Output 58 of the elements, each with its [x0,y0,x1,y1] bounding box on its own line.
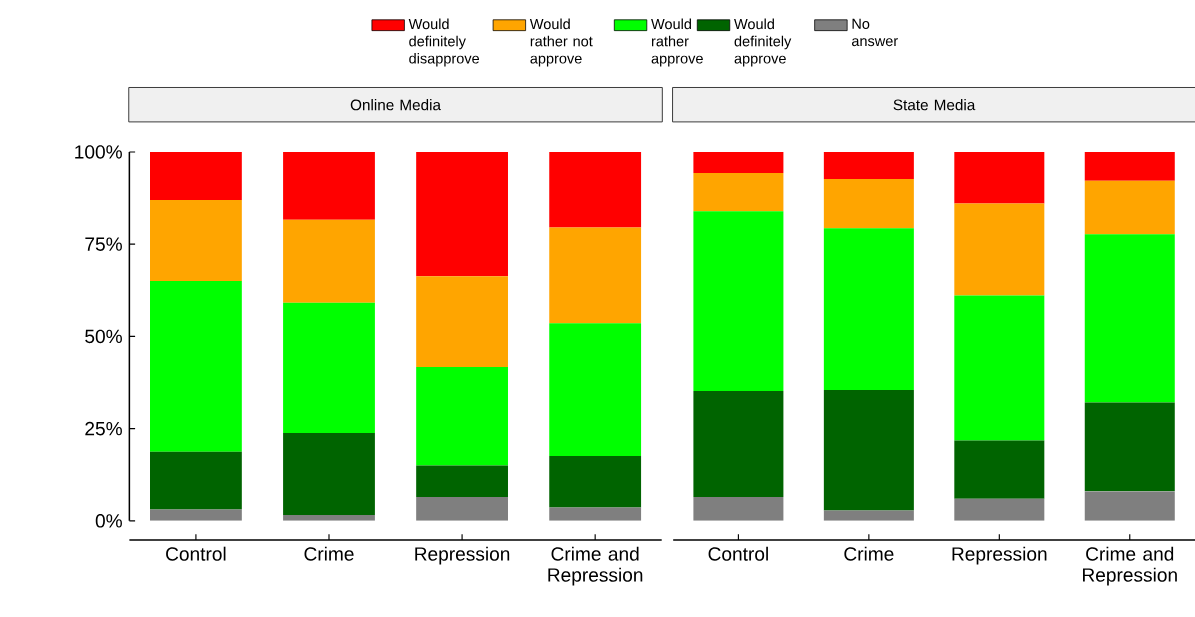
bar [549,322,642,456]
x-tick-label: Repression [415,546,510,565]
x-tick-label: Control [708,546,768,561]
bar [549,507,642,521]
x-tick-label: Repression [952,546,1047,565]
bar [823,178,914,229]
bar [150,451,242,510]
bar [693,211,784,391]
bar [1084,491,1175,521]
legend-label: Would definitely disapprove [408,18,480,67]
bar [283,151,375,220]
bar [283,219,375,303]
bar [823,228,914,390]
bar [150,199,242,281]
legend-label: No answer [851,18,898,46]
y-tick-label: 25% [85,421,122,436]
x-tick-label: Crime [304,546,354,561]
bar [954,295,1045,441]
legend-label: Would definitely approve [734,18,792,67]
bar [416,366,508,466]
bar [954,498,1045,521]
y-tick-label: 0% [95,513,122,528]
bar [283,432,375,515]
chart-title: State Media [893,98,976,111]
bar [150,151,242,200]
bar [954,151,1045,204]
bar [1084,234,1175,403]
y-tick-label: 100% [75,145,122,159]
bar [416,276,508,367]
y-tick-label: 50% [85,329,122,343]
bar [693,151,784,173]
bar [549,227,642,323]
bar [954,203,1045,296]
bar [283,302,375,433]
bar [954,440,1045,499]
x-tick-label: Control [166,546,226,561]
bar [693,496,784,521]
x-tick-label: Crime [844,546,894,561]
bar [1084,151,1175,181]
bar [823,389,914,511]
bar [1084,402,1175,492]
bar [150,509,242,521]
x-tick-label: Crime and Repression [1083,546,1177,586]
bar [549,455,642,508]
bar [823,151,914,179]
y-tick-label: 75% [85,237,122,251]
bar [693,172,784,212]
bar [416,151,508,277]
legend-label: Would rather not approve [529,18,593,67]
bar [416,496,508,521]
bar [693,390,784,497]
bar [1084,180,1175,235]
bar [150,280,242,452]
bar [416,465,508,497]
x-tick-label: Crime and Repression [548,546,643,586]
bar [549,151,642,228]
legend-label: Would rather approve [651,18,703,67]
chart-title: Online Media [350,98,441,111]
